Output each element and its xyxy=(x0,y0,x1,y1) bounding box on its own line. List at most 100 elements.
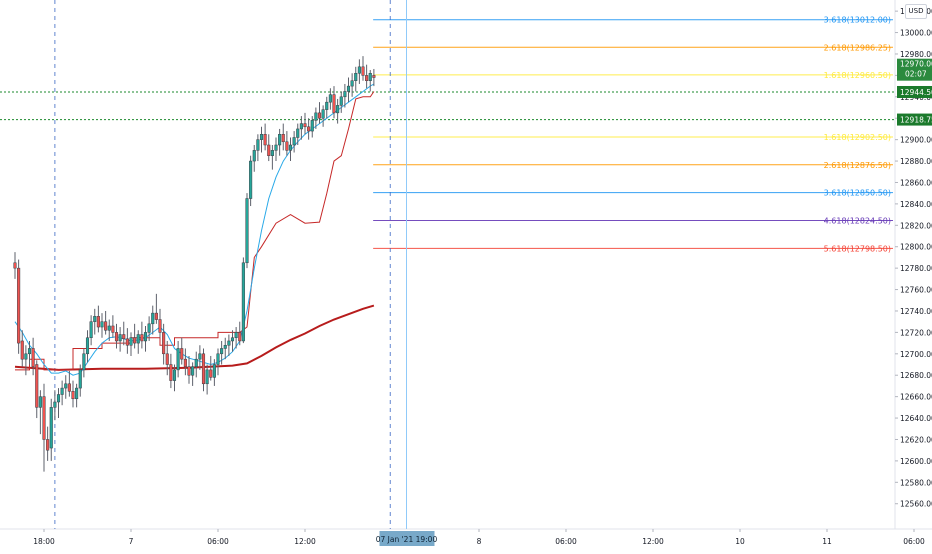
price-tick-label-16: 12880.00 xyxy=(900,157,932,166)
fib-label-0: 3.618(13012.00) xyxy=(824,16,891,25)
candle-body-97 xyxy=(365,75,369,81)
candle-body-42 xyxy=(165,353,169,365)
candle-body-78 xyxy=(296,128,300,138)
candle-body-39 xyxy=(154,312,158,320)
candle-body-71 xyxy=(270,150,274,156)
candle-body-54 xyxy=(209,369,213,378)
level-badge-label-1: 12918.75 xyxy=(900,116,932,125)
candle-body-75 xyxy=(285,141,289,151)
time-axis[interactable]: 18:00 7 06:00 12:00 8 06:00 12:00 10 11 06:00 07 J… xyxy=(33,529,925,546)
candle-body-56 xyxy=(216,353,220,365)
candle-body-20 xyxy=(85,337,90,355)
candle-body-43 xyxy=(169,364,173,381)
candle-body-72 xyxy=(274,144,278,151)
candle-body-61 xyxy=(234,332,238,338)
candle-body-32 xyxy=(129,337,133,346)
candle-body-25 xyxy=(104,321,108,331)
candle-body-30 xyxy=(122,334,126,340)
candle-body-15 xyxy=(67,383,71,392)
price-tick-label-14: 12840.00 xyxy=(900,200,932,209)
candle-body-45 xyxy=(176,348,180,371)
candles xyxy=(13,56,376,472)
candle-body-59 xyxy=(227,340,231,346)
fib-levels: 3.618(13012.00) 2.618(12986.25) 1.618(1296… xyxy=(373,16,893,253)
candle-body-82 xyxy=(310,120,314,132)
candle-body-19 xyxy=(82,353,86,371)
candle-body-0 xyxy=(13,262,17,269)
candle-body-8 xyxy=(42,396,46,440)
candle-body-55 xyxy=(212,364,216,378)
price-tick-label-15: 12860.00 xyxy=(900,178,932,187)
level-badge-1 xyxy=(897,113,932,126)
candle-body-64 xyxy=(245,198,249,264)
crosshair-time-badge xyxy=(379,531,435,546)
candle-body-68 xyxy=(259,134,264,140)
time-tick-label-8: 11 xyxy=(822,537,832,546)
price-tick-label-13: 12820.00 xyxy=(900,221,932,230)
price-tick-label-7: 12700.00 xyxy=(900,350,932,359)
candle-body-1 xyxy=(17,267,21,344)
crosshair-time-label: 07 Jan '21 19:00 xyxy=(376,535,438,544)
candle-body-11 xyxy=(53,401,57,408)
currency-button[interactable]: USD xyxy=(905,4,927,19)
candle-body-35 xyxy=(140,334,144,342)
candle-body-40 xyxy=(158,319,162,333)
last-price-badge xyxy=(897,58,932,81)
candle-body-7 xyxy=(38,396,42,408)
vertical-markers xyxy=(54,0,407,529)
candle-body-51 xyxy=(198,353,202,360)
time-tick-label-9: 06:00 xyxy=(903,537,925,546)
candle-body-92 xyxy=(346,85,351,92)
candle-body-87 xyxy=(328,94,332,103)
price-tick-label-8: 12720.00 xyxy=(900,328,932,337)
candle-body-60 xyxy=(230,337,235,342)
candle-body-44 xyxy=(172,369,177,381)
time-tick-label-0: 18:00 xyxy=(33,537,55,546)
candle-body-93 xyxy=(350,80,354,87)
candle-body-3 xyxy=(24,353,28,360)
candle-body-38 xyxy=(151,312,155,325)
candle-body-49 xyxy=(191,366,195,376)
candle-body-96 xyxy=(361,66,365,76)
candle-body-22 xyxy=(93,316,97,322)
price-tick-label-3: 12620.00 xyxy=(900,435,932,444)
candle-body-9 xyxy=(46,439,50,451)
indicator-series xyxy=(14,83,375,376)
price-tick-label-9: 12740.00 xyxy=(900,307,932,316)
candle-body-88 xyxy=(332,94,336,114)
candle-body-65 xyxy=(249,160,253,199)
time-tick-label-6: 12:00 xyxy=(642,537,664,546)
time-tick-label-7: 10 xyxy=(735,537,745,546)
candle-body-29 xyxy=(118,334,122,342)
price-tick-label-0: 12560.00 xyxy=(900,500,932,509)
candle-body-27 xyxy=(111,325,115,333)
price-tick-label-2: 12600.00 xyxy=(900,457,932,466)
horizontal-levels xyxy=(0,91,895,121)
candle-body-73 xyxy=(278,134,282,146)
candle-body-37 xyxy=(147,323,151,333)
candle-body-84 xyxy=(317,112,322,119)
time-tick-label-3: 12:00 xyxy=(294,537,316,546)
time-tick-label-1: 7 xyxy=(129,537,134,546)
fib-label-6: 4.618(12824.50) xyxy=(824,216,891,225)
candle-body-28 xyxy=(114,332,119,342)
price-tick-label-22: 13000.00 xyxy=(900,29,932,38)
candle-body-12 xyxy=(56,394,61,403)
price-tick-label-10: 12760.00 xyxy=(900,286,932,295)
last-price-label: 12970.00 xyxy=(900,60,932,69)
price-tick-label-12: 12800.00 xyxy=(900,243,932,252)
price-tick-label-11: 12780.00 xyxy=(900,264,932,273)
candle-body-99 xyxy=(372,75,376,78)
candle-body-74 xyxy=(281,134,285,143)
candle-body-23 xyxy=(96,316,100,328)
price-axis-bg xyxy=(895,0,932,550)
candle-body-57 xyxy=(220,348,224,355)
candle-body-63 xyxy=(241,262,245,342)
candle-body-18 xyxy=(78,369,82,389)
candle-body-17 xyxy=(75,387,79,400)
candle-body-85 xyxy=(321,109,325,119)
candle-body-47 xyxy=(183,358,187,367)
